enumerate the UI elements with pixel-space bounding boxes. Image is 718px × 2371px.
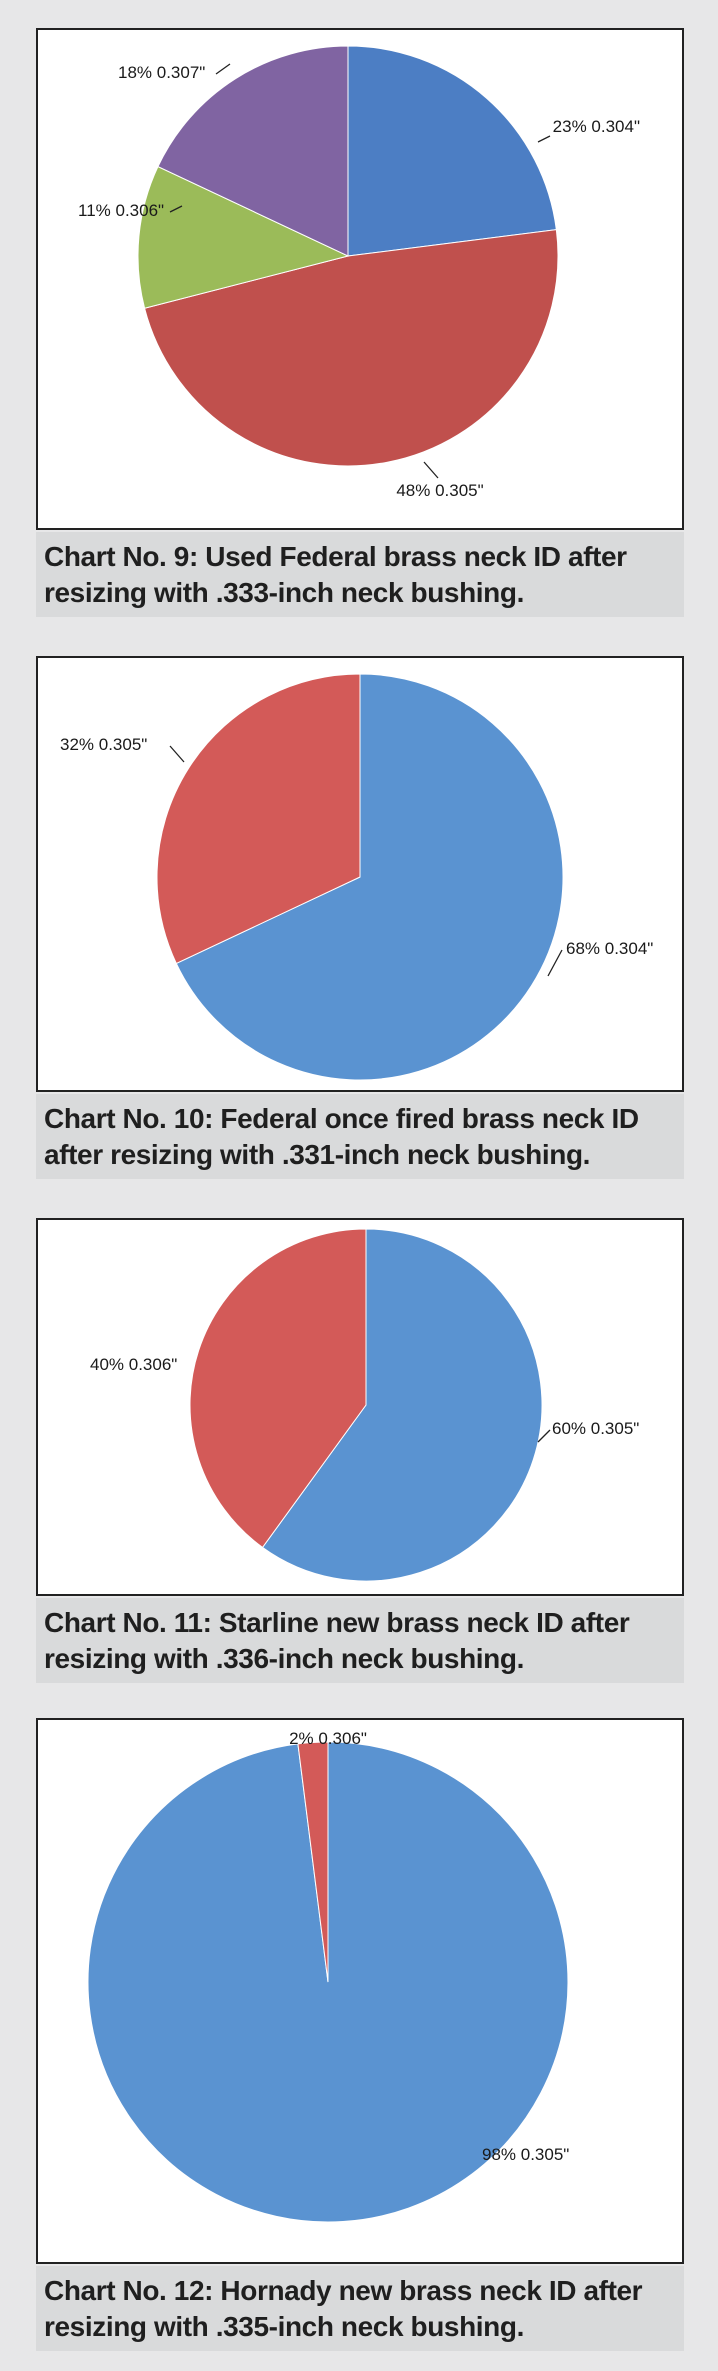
- pie-slice-9-1: [347, 45, 557, 257]
- slice-label-9-3: 11% 0.306": [78, 201, 164, 220]
- slice-label-9-2: 48% 0.305": [396, 481, 483, 500]
- pie-slice-11-2: [189, 1228, 367, 1549]
- pie-slice-11-1: [261, 1228, 543, 1582]
- slice-label-12-1: 98% 0.305": [482, 2145, 569, 2164]
- slice-label-11-2: 40% 0.306": [90, 1355, 177, 1374]
- pie-slice-10-1: [175, 673, 564, 1081]
- chart-panel-11: 60% 0.305" 40% 0.306": [36, 1218, 684, 1596]
- chart-panel-10: 68% 0.304" 32% 0.305": [36, 656, 684, 1092]
- leader-line-11-1: [537, 1429, 551, 1443]
- pie-chart-12: 98% 0.305" 2% 0.306": [87, 1729, 569, 2223]
- chart-caption-12: Chart No. 12: Hornady new brass neck ID …: [36, 2266, 684, 2351]
- slice-label-12-2: 2% 0.306": [289, 1729, 367, 1748]
- slice-label-9-1: 23% 0.304": [553, 117, 640, 136]
- pie-slice-9-3: [137, 165, 350, 309]
- chart-panel-12: 98% 0.305" 2% 0.306": [36, 1718, 684, 2264]
- pie-slice-9-2: [143, 229, 559, 467]
- pie-slice-9-4: [157, 45, 349, 257]
- leader-line-10-2: [169, 745, 185, 763]
- leader-line-9-1: [537, 135, 551, 143]
- pie-slice-12-2: [297, 1741, 329, 1983]
- chart-caption-9: Chart No. 9: Used Federal brass neck ID …: [36, 532, 684, 617]
- leader-line-10-1: [547, 949, 563, 977]
- chart-caption-10: Chart No. 10: Federal once fired brass n…: [36, 1094, 684, 1179]
- leader-line-9-2: [423, 461, 439, 479]
- pie-chart-9: 23% 0.304" 48% 0.305" 11% 0.306" 18% 0.307": [78, 45, 640, 500]
- leader-line-9-4: [215, 63, 231, 75]
- chart-panel-9: 23% 0.304" 48% 0.305" 11% 0.306" 18% 0.307": [36, 28, 684, 530]
- pie-slice-10-2: [156, 673, 361, 965]
- slice-label-10-2: 32% 0.305": [60, 735, 147, 754]
- leader-line-9-3: [169, 205, 183, 213]
- slice-label-9-4: 18% 0.307": [118, 63, 205, 82]
- chart-caption-11: Chart No. 11: Starline new brass neck ID…: [36, 1598, 684, 1683]
- slice-label-10-1: 68% 0.304": [566, 939, 653, 958]
- pie-chart-10: 68% 0.304" 32% 0.305": [60, 673, 653, 1081]
- pie-chart-11: 60% 0.305" 40% 0.306": [90, 1228, 639, 1582]
- slice-label-11-1: 60% 0.305": [552, 1419, 639, 1438]
